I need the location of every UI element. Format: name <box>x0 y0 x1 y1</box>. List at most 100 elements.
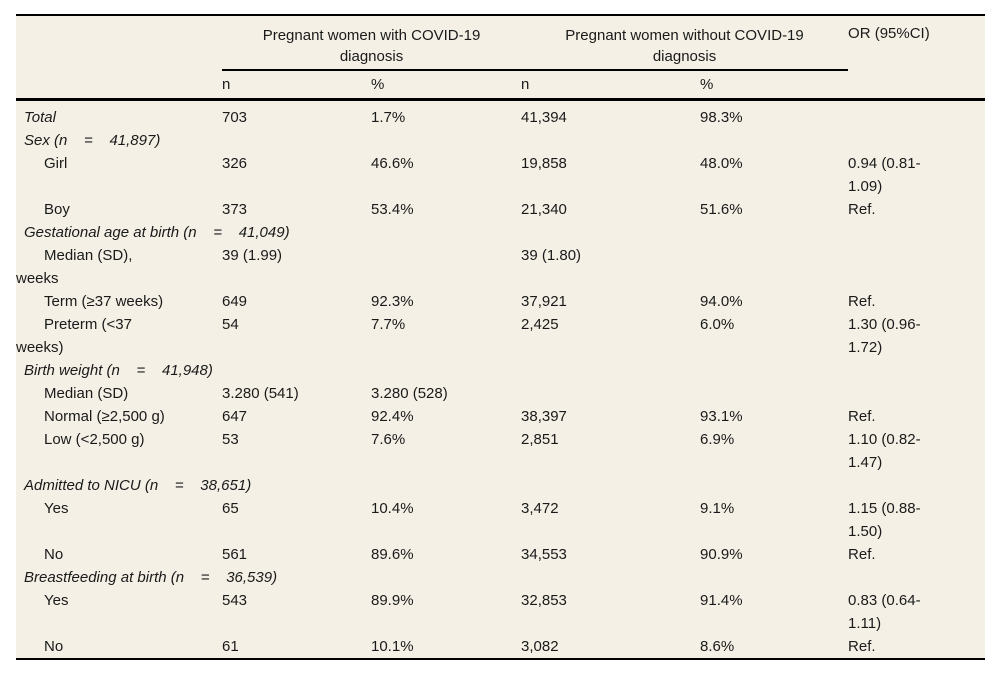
nocovid-pct-cell <box>700 244 848 290</box>
row-label: No <box>44 545 64 563</box>
nocovid-pct-cell <box>700 382 848 405</box>
nocovid-n-cell: 3,082 <box>521 637 559 655</box>
nocovid-n-cell: 32,853 <box>521 591 567 609</box>
or-column-header: OR (95%CI) <box>848 25 930 42</box>
nocovid-pct-cell: 9.1% <box>700 499 735 517</box>
row-label: Median (SD) <box>44 384 129 402</box>
row-label: No <box>44 637 64 655</box>
row-label: Median (SD), weeks <box>16 246 133 287</box>
table-row-item: Girl 326 46.6% 19,858 48.0% 0.94 (0.81- 1.09) <box>16 152 985 198</box>
covid-pct-cell: 46.6% <box>371 154 414 172</box>
nocovid-n-cell <box>521 382 700 405</box>
covid-n-cell: 703 <box>222 108 248 126</box>
row-label: Yes <box>44 499 69 517</box>
covid-n-cell: 3.280 (541) <box>222 384 299 402</box>
nocovid-pct-cell: 90.9% <box>700 545 743 563</box>
nocovid-n-cell: 34,553 <box>521 545 567 563</box>
or-ci-cell: Ref. <box>848 200 876 218</box>
covid-n-cell: 53 <box>222 430 239 448</box>
or-subheader <box>848 70 986 101</box>
or-ci-cell <box>848 244 985 290</box>
or-ci-cell: 1.10 (0.82- 1.47) <box>848 430 921 471</box>
nocovid-n-cell: 2,851 <box>521 430 559 448</box>
covid-pct-cell: 53.4% <box>371 200 414 218</box>
row-section-label: Admitted to NICU (n = 38,651) <box>24 476 252 494</box>
covid-pct-cell: 89.9% <box>371 591 414 609</box>
row-label: Preterm (<37 weeks) <box>16 315 132 356</box>
table-row-item: Boy 373 53.4% 21,340 51.6% Ref. <box>16 198 985 221</box>
or-ci-cell: 0.83 (0.64- 1.11) <box>848 591 921 632</box>
table-row-item: No 61 10.1% 3,082 8.6% Ref. <box>16 635 985 659</box>
covid-pct-cell: 3.280 (528) <box>371 384 448 402</box>
covid-n-cell: 65 <box>222 499 239 517</box>
nocovid-n-cell: 41,394 <box>521 108 567 126</box>
table-row-item: Yes 543 89.9% 32,853 91.4% 0.83 (0.64- 1.11) <box>16 589 985 635</box>
covid-n-cell: 61 <box>222 637 239 655</box>
nocovid-n-header: n <box>521 70 701 101</box>
nocovid-n-cell: 3,472 <box>521 499 559 517</box>
covid-pct-cell: 92.3% <box>371 292 414 310</box>
row-label: Total <box>24 108 56 126</box>
table-row-item: No 561 89.6% 34,553 90.9% Ref. <box>16 543 985 566</box>
row-section-label: Sex (n = 41,897) <box>24 131 161 149</box>
covid-pct-cell: 10.4% <box>371 499 414 517</box>
group-header-row: Pregnant women with COVID-19 diagnosis P… <box>16 15 985 71</box>
group-header-no-covid: Pregnant women without COVID-19 diagnosi… <box>521 15 849 71</box>
covid-n-cell: 54 <box>222 315 239 333</box>
or-ci-cell <box>848 99 985 129</box>
label-column-header <box>16 15 222 70</box>
or-ci-cell: Ref. <box>848 637 876 655</box>
label-subheader <box>16 70 222 101</box>
table-row-section: Admitted to NICU (n = 38,651) <box>16 474 985 497</box>
covid-n-header: n <box>222 70 371 101</box>
covid-pct-cell: 7.6% <box>371 430 406 448</box>
row-label: Boy <box>44 200 70 218</box>
table-row-item: Term (≥37 weeks) 649 92.3% 37,921 94.0% Ref. <box>16 290 985 313</box>
table-row-total: Total 703 1.7% 41,394 98.3% <box>16 99 985 129</box>
covid-pct-cell: 89.6% <box>371 545 414 563</box>
table-header: Pregnant women with COVID-19 diagnosis P… <box>16 15 986 101</box>
table-row-section: Gestational age at birth (n = 41,049) <box>16 221 985 244</box>
row-label: Term (≥37 weeks) <box>44 292 164 310</box>
row-label: Low (<2,500 g) <box>44 430 145 448</box>
table-row-item: Median (SD) 3.280 (541) 3.280 (528) <box>16 382 985 405</box>
or-ci-cell: Ref. <box>848 545 876 563</box>
table-body: Total 703 1.7% 41,394 98.3% Sex (n = 41,897) G… <box>16 99 985 659</box>
nocovid-n-cell: 39 (1.80) <box>521 246 582 264</box>
row-section-label: Birth weight (n = 41,948) <box>24 361 213 379</box>
covid-n-cell: 649 <box>222 292 248 310</box>
nocovid-n-cell: 37,921 <box>521 292 567 310</box>
subheader-row: n % n % <box>16 70 986 101</box>
table-row-item: Normal (≥2,500 g) 647 92.4% 38,397 93.1% Ref. <box>16 405 985 428</box>
covid-n-cell: 39 (1.99) <box>222 246 283 264</box>
nocovid-pct-cell: 8.6% <box>700 637 735 655</box>
covid-pct-header: % <box>371 70 522 101</box>
nocovid-pct-cell: 6.9% <box>700 430 735 448</box>
covid-pct-cell: 7.7% <box>371 315 406 333</box>
table-row-item: Low (<2,500 g) 53 7.6% 2,851 6.9% 1.10 (0.82-… <box>16 428 985 474</box>
or-ci-cell: 0.94 (0.81- 1.09) <box>848 154 921 195</box>
covid-pct-cell: 1.7% <box>371 108 406 126</box>
nocovid-pct-cell: 6.0% <box>700 315 735 333</box>
nocovid-pct-cell: 93.1% <box>700 407 743 425</box>
row-label: Girl <box>44 154 68 172</box>
nocovid-pct-cell: 48.0% <box>700 154 743 172</box>
nocovid-pct-cell: 94.0% <box>700 292 743 310</box>
covid-n-cell: 543 <box>222 591 248 609</box>
covid-n-cell: 326 <box>222 154 248 172</box>
covid-pct-cell: 10.1% <box>371 637 414 655</box>
nocovid-pct-cell: 98.3% <box>700 108 743 126</box>
or-ci-cell: 1.30 (0.96- 1.72) <box>848 315 921 356</box>
or-ci-cell: Ref. <box>848 292 876 310</box>
nocovid-n-cell: 2,425 <box>521 315 559 333</box>
row-label: Normal (≥2,500 g) <box>44 407 165 425</box>
nocovid-pct-cell: 91.4% <box>700 591 743 609</box>
table-row-item: Yes 65 10.4% 3,472 9.1% 1.15 (0.88- 1.50) <box>16 497 985 543</box>
row-section-label: Breastfeeding at birth (n = 36,539) <box>24 568 278 586</box>
table-row-section: Sex (n = 41,897) <box>16 129 985 152</box>
nocovid-n-cell: 21,340 <box>521 200 567 218</box>
nocovid-n-cell: 38,397 <box>521 407 567 425</box>
table-row-section: Breastfeeding at birth (n = 36,539) <box>16 566 985 589</box>
covid-pct-cell: 92.4% <box>371 407 414 425</box>
